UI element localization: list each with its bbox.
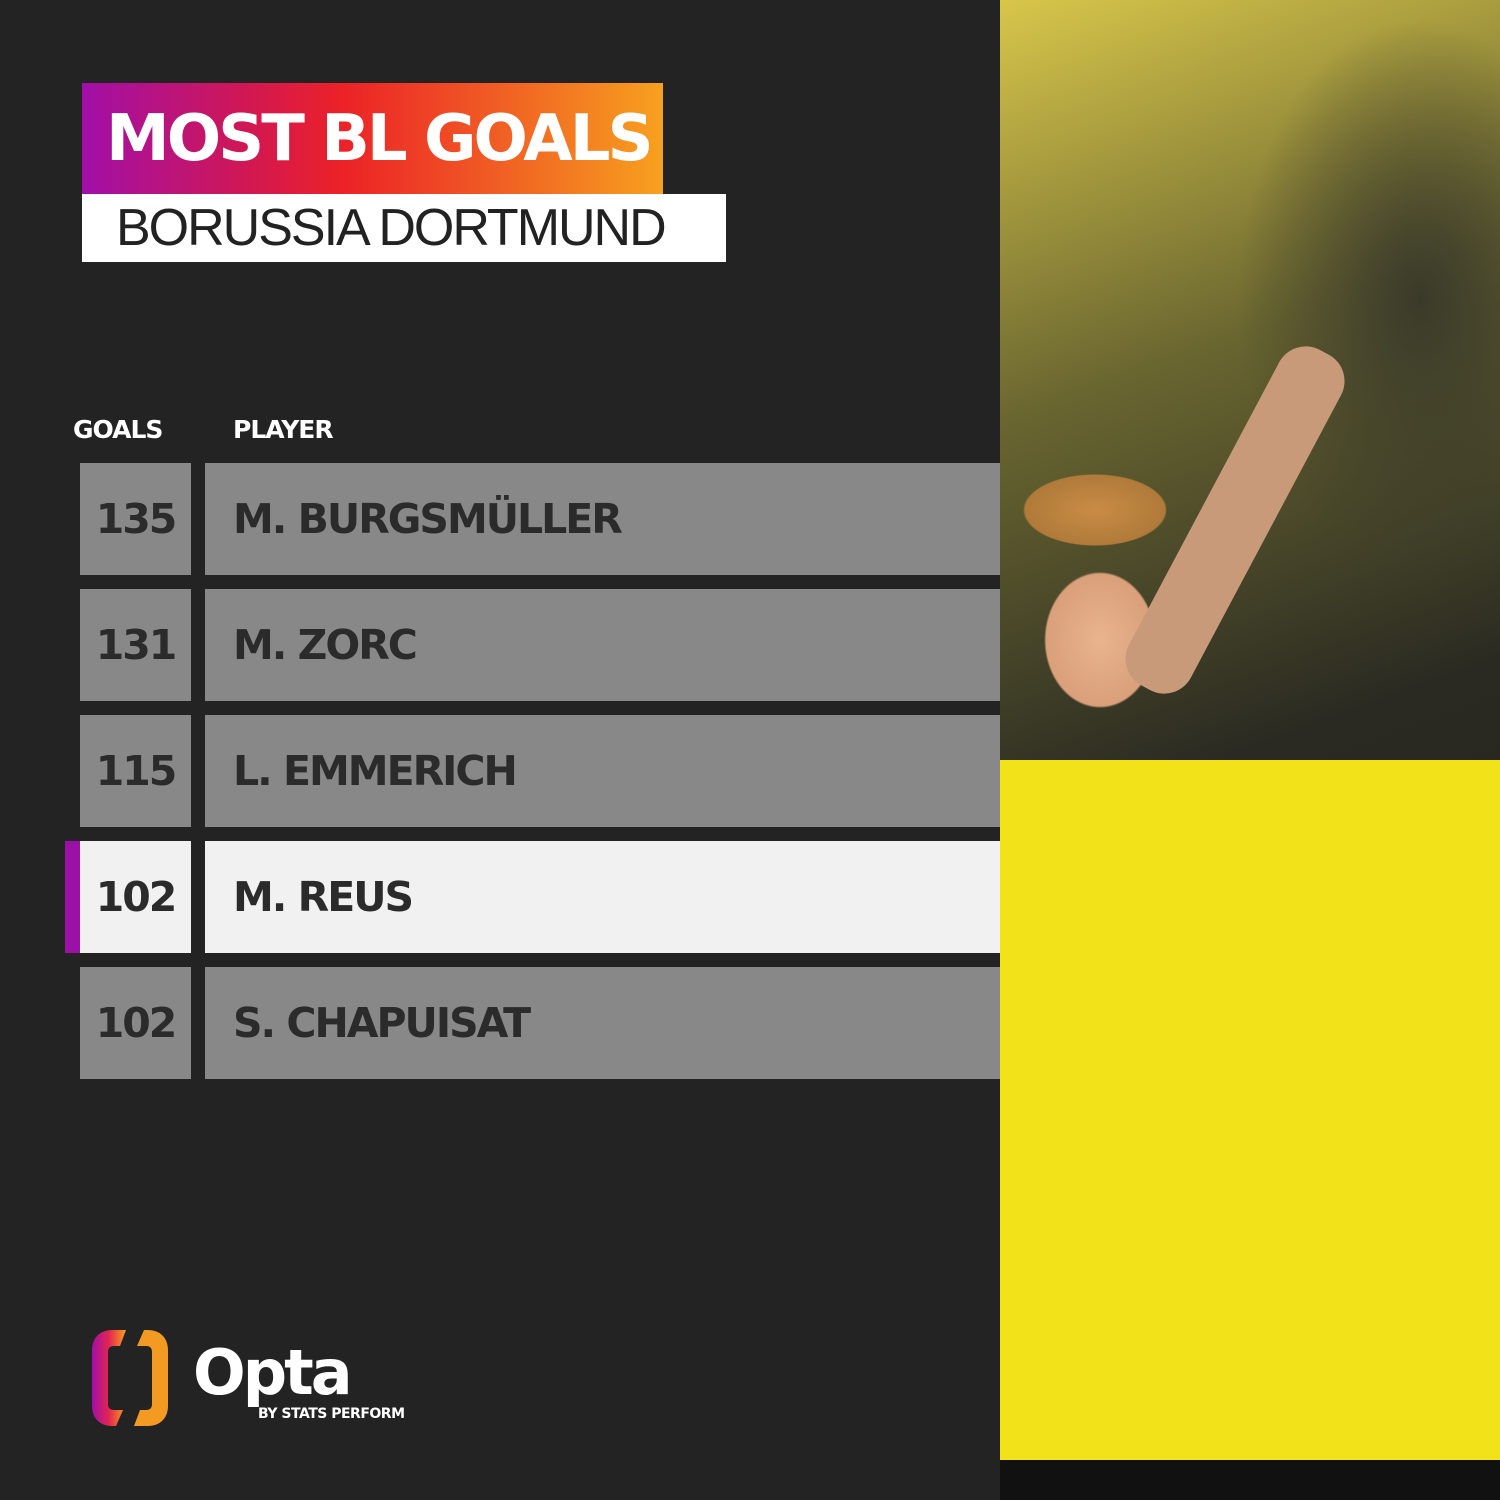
- player-photo: [1000, 0, 1500, 1500]
- goals-value: 102: [95, 999, 178, 1047]
- title-banner: MOST BL GOALS: [82, 83, 663, 194]
- player-name: S. CHAPUISAT: [233, 999, 531, 1047]
- goals-value: 135: [95, 495, 178, 543]
- player-name: M. ZORC: [233, 621, 418, 669]
- column-header-player: PLAYER: [233, 415, 334, 444]
- goals-value: 115: [95, 747, 178, 795]
- table-row: 135 M. BURGSMÜLLER: [0, 463, 1000, 575]
- table-row: 115 L. EMMERICH: [0, 715, 1000, 827]
- opta-tagline: BY STATS PERFORM: [258, 1406, 405, 1422]
- goals-cell: 131: [80, 589, 191, 701]
- player-cell: L. EMMERICH: [205, 715, 1000, 827]
- goals-cell: 115: [80, 715, 191, 827]
- raised-arm: [1114, 335, 1356, 705]
- title: MOST BL GOALS: [106, 102, 654, 176]
- player-name: L. EMMERICH: [233, 747, 518, 795]
- player-cell: M. REUS: [205, 841, 1000, 953]
- goals-value: 131: [95, 621, 178, 669]
- subtitle-banner: BORUSSIA DORTMUND: [82, 194, 726, 262]
- opta-logo-icon: [92, 1330, 168, 1426]
- goals-cell: 102: [80, 841, 191, 953]
- goals-value: 102: [95, 873, 178, 921]
- player-name: M. REUS: [233, 873, 414, 921]
- table-row: 102 S. CHAPUISAT: [0, 967, 1000, 1079]
- table-row: 102 M. REUS: [0, 841, 1000, 953]
- opta-wordmark: Opta: [193, 1336, 353, 1409]
- goals-cell: 102: [80, 967, 191, 1079]
- player-cell: S. CHAPUISAT: [205, 967, 1000, 1079]
- player-name: M. BURGSMÜLLER: [233, 495, 623, 543]
- player-cell: M. ZORC: [205, 589, 1000, 701]
- subtitle: BORUSSIA DORTMUND: [116, 199, 667, 257]
- player-cell: M. BURGSMÜLLER: [205, 463, 1000, 575]
- highlight-marker: [65, 841, 80, 953]
- column-header-goals: GOALS: [73, 415, 163, 444]
- table-row: 131 M. ZORC: [0, 589, 1000, 701]
- goals-cell: 135: [80, 463, 191, 575]
